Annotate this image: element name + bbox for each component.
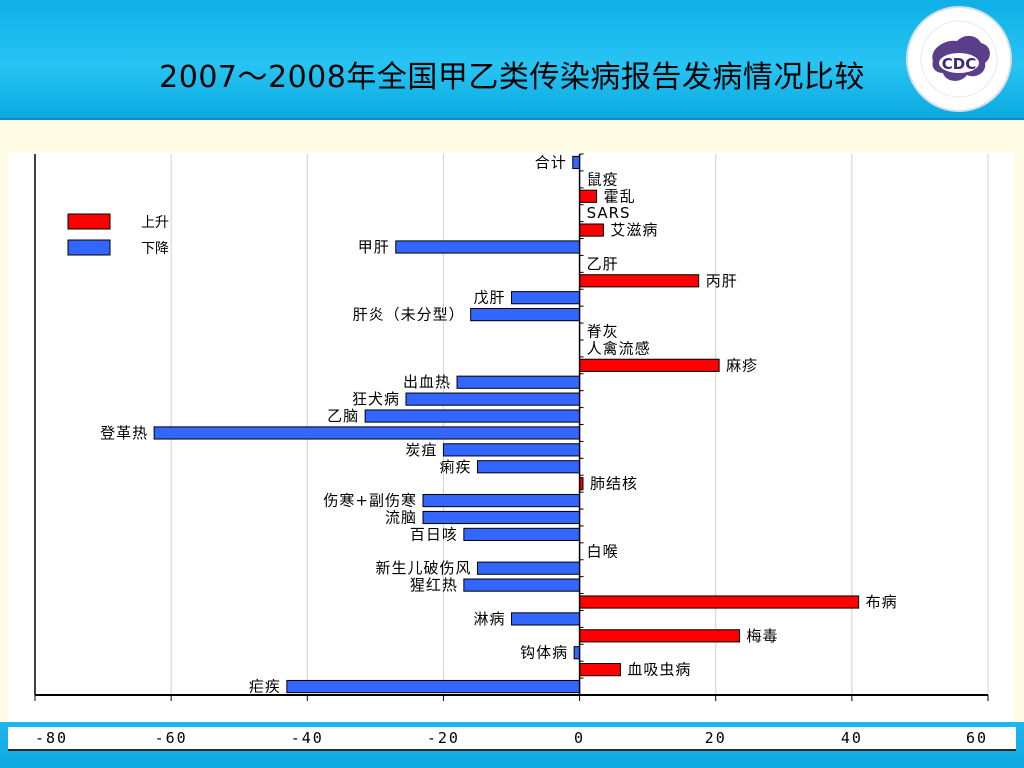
bar-increase [579, 189, 598, 203]
category-label: 炭疽 [405, 441, 437, 459]
category-label: 新生儿破伤风 [375, 559, 471, 577]
bar-decrease [572, 155, 581, 170]
x-axis-ticks: -80 -60 -40 -20 0 20 40 60 [35, 729, 988, 747]
bar-increase [579, 629, 741, 643]
category-label: 肝炎（未分型） [353, 306, 465, 324]
x-tick-label: 40 [841, 729, 863, 747]
bar-decrease [476, 460, 581, 474]
category-label: 狂犬病 [352, 390, 400, 408]
legend-label: 下降 [141, 241, 169, 257]
category-label: 出血热 [403, 373, 451, 391]
category-label: 乙肝 [587, 255, 619, 273]
category-label: 伤寒+副伤寒 [323, 492, 417, 510]
category-label: 脊灰 [587, 323, 619, 341]
category-label: 登革热 [100, 424, 148, 442]
bar-increase [579, 274, 700, 288]
x-tick-label: -40 [291, 729, 324, 747]
category-label: 甲肝 [358, 238, 390, 256]
bar-decrease [463, 527, 581, 541]
category-label: 梅毒 [747, 627, 779, 645]
legend-swatch [67, 239, 111, 256]
bar-decrease [456, 375, 581, 389]
chart-area: 上升下降 合计鼠疫 霍乱 SARS 艾滋病甲肝乙肝丙肝戊肝 肝炎（未分型） 脊灰 人禽流感麻… [8, 152, 1014, 722]
x-tick-label: -60 [155, 729, 188, 747]
bar-decrease [511, 612, 581, 626]
category-label: 百日咳 [410, 525, 458, 543]
category-label: 麻疹 [726, 356, 758, 374]
category-label: 猩红热 [410, 576, 458, 594]
slide-header [0, 0, 1024, 120]
x-tick-label: 20 [705, 729, 727, 747]
bar-decrease [470, 308, 581, 322]
category-label: 疟疾 [249, 678, 281, 696]
slide-title: 2007～2008年全国甲乙类传染病报告发病情况比较 [159, 60, 865, 95]
bar-decrease [476, 561, 581, 575]
category-label: 流脑 [385, 508, 417, 526]
bar-increase [579, 358, 720, 372]
bar-increase [579, 223, 604, 237]
bar-decrease [463, 578, 581, 592]
bar-decrease [442, 443, 581, 457]
cdc-logo-icon: CDC [905, 5, 1013, 113]
x-tick-label: 60 [966, 729, 988, 747]
category-label: 合计 [535, 153, 567, 171]
category-label: 淋病 [473, 610, 505, 628]
category-label: 痢疾 [439, 458, 471, 476]
bar-decrease [573, 646, 581, 660]
category-label: 人禽流感 [587, 339, 651, 357]
legend-swatch [67, 213, 111, 230]
category-label: SARS [587, 204, 631, 222]
category-label: 丙肝 [706, 272, 738, 290]
category-label: 血吸虫病 [627, 661, 691, 679]
bar-increase [579, 663, 621, 677]
category-label: 肺结核 [590, 475, 638, 493]
category-label: 霍乱 [604, 187, 636, 205]
logo-text: CDC [942, 55, 976, 73]
category-label: 布病 [866, 593, 898, 611]
axes [34, 153, 989, 701]
category-label: 钩体病 [520, 644, 568, 662]
category-label: 乙脑 [327, 407, 359, 425]
bar-decrease [511, 291, 581, 305]
x-tick-label: 0 [574, 729, 585, 747]
category-label: 艾滋病 [610, 221, 658, 239]
category-label: 戊肝 [473, 289, 505, 307]
bar-decrease [286, 679, 581, 694]
x-tick-label: -80 [35, 729, 68, 747]
x-tick-label: -20 [427, 729, 460, 747]
category-label: 鼠疫 [587, 170, 619, 188]
legend-label: 上升 [141, 215, 169, 231]
bar-decrease [364, 409, 581, 423]
bar-decrease [405, 392, 581, 406]
category-label: 白喉 [587, 542, 619, 560]
x-tick-label-strip: -80 -60 -40 -20 0 20 40 60 [8, 727, 1016, 751]
bar-decrease [422, 510, 581, 525]
bar-decrease [395, 240, 581, 254]
bars [153, 155, 860, 694]
bar-increase [579, 595, 860, 609]
bar-decrease [422, 493, 581, 508]
bar-decrease [153, 426, 581, 440]
